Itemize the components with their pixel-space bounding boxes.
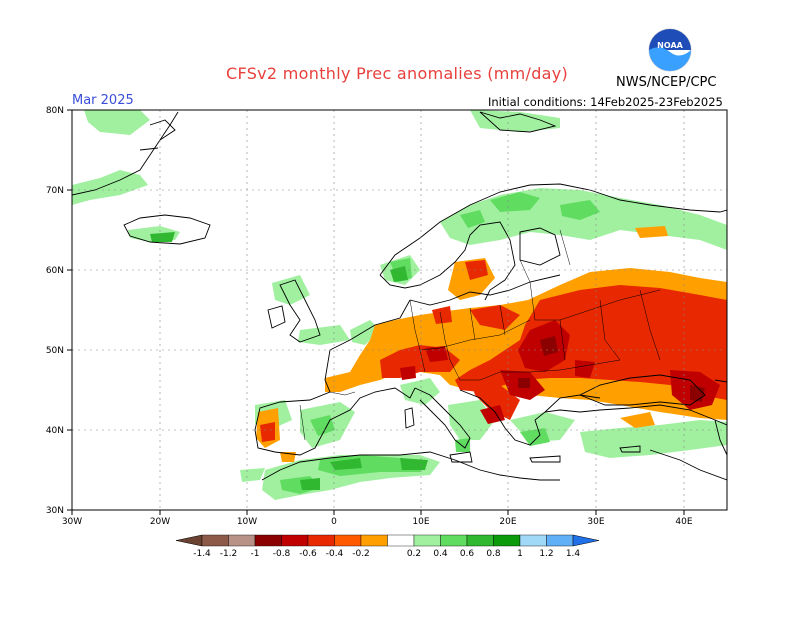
legend-label: -1.2 [220, 549, 238, 559]
lon-label: 10E [412, 517, 429, 527]
lon-label: 20W [150, 517, 170, 527]
legend-swatch [493, 534, 521, 547]
forecast-month: Mar 2025 [72, 93, 134, 108]
lat-label: 30N [46, 506, 64, 516]
legend-label: -0.6 [299, 549, 317, 559]
noaa-logo-text: NOAA [657, 41, 683, 50]
legend-arrow-left [175, 534, 203, 547]
anomaly-field [72, 110, 727, 500]
legend-swatch [440, 534, 468, 547]
legend-label: -1 [251, 549, 260, 559]
initial-conditions: Initial conditions: 14Feb2025-23Feb2025 [488, 95, 723, 109]
lat-label: 70N [46, 186, 64, 196]
agency-label: NWS/NCEP/CPC [616, 75, 717, 90]
legend-label: 0.2 [407, 549, 421, 559]
grid-lines [72, 110, 727, 510]
legend-label: 0.8 [486, 549, 501, 559]
legend-label: 0.6 [460, 549, 475, 559]
legend-swatch [228, 534, 256, 547]
legend-swatch [360, 534, 388, 547]
lon-label: 20E [499, 517, 516, 527]
map-title: CFSv2 monthly Prec anomalies (mm/day) [226, 64, 569, 83]
legend-swatch [546, 534, 574, 547]
legend-swatch [307, 534, 335, 547]
legend-label: -1.4 [193, 549, 211, 559]
legend-swatch [334, 534, 362, 547]
longitude-labels: 30W 20W 10W 0 10E 20E 30E 40E [62, 517, 693, 527]
latitude-labels: 80N 70N 60N 50N 40N 30N [46, 106, 64, 516]
lat-label: 50N [46, 346, 64, 356]
lon-label: 40E [675, 517, 692, 527]
lon-label: 30E [587, 517, 604, 527]
legend-label: 0.4 [433, 549, 448, 559]
legend-label: -0.2 [352, 549, 370, 559]
legend-labels: -1.4 -1.2 -1 -0.8 -0.6 -0.4 -0.2 0.2 0.4 0.6 0.8 1 1… [193, 549, 580, 559]
noaa-logo-icon: NOAA [648, 28, 692, 72]
legend-label: 1 [517, 549, 523, 559]
lat-label: 60N [46, 266, 64, 276]
lon-label: 30W [62, 517, 82, 527]
legend-swatch [519, 534, 547, 547]
legend-colorbar [175, 534, 600, 547]
legend-swatch [201, 534, 229, 547]
legend-label: -0.4 [326, 549, 344, 559]
legend-swatch [281, 534, 309, 547]
legend-swatch [387, 534, 415, 547]
lat-label: 80N [46, 106, 64, 116]
legend-label: -0.8 [273, 549, 291, 559]
lon-label: 0 [331, 517, 337, 527]
legend-swatch [466, 534, 494, 547]
legend-swatch [413, 534, 441, 547]
lon-label: 10W [237, 517, 257, 527]
axis-ticks [67, 109, 685, 515]
lat-label: 40N [46, 426, 64, 436]
legend-arrow-right [572, 534, 600, 547]
country-borders [299, 229, 661, 441]
legend-label: 1.4 [566, 549, 581, 559]
legend-label: 1.2 [539, 549, 553, 559]
legend-swatch [254, 534, 282, 547]
map-frame [71, 109, 728, 511]
